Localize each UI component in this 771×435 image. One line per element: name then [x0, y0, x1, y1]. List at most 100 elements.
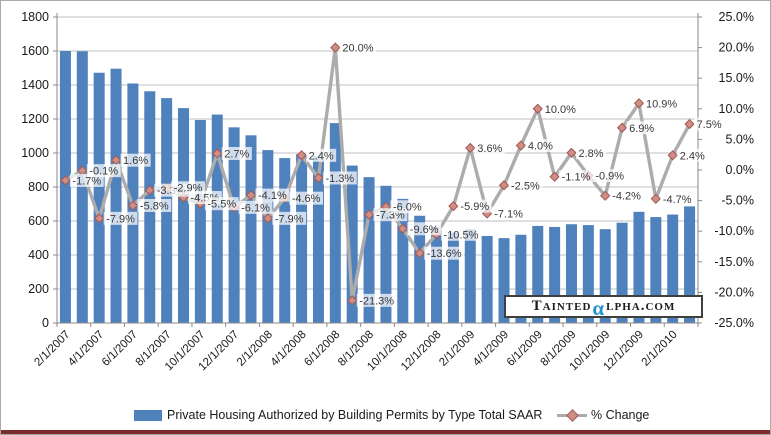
data-label-bg	[137, 198, 172, 212]
data-label: -6.0%	[393, 202, 422, 214]
data-label-bg	[542, 102, 579, 116]
data-label-bg	[306, 148, 337, 162]
data-point-marker	[532, 103, 543, 114]
data-label-bg	[103, 211, 138, 225]
data-point-marker	[363, 209, 375, 220]
data-label-bg	[171, 181, 205, 195]
data-label-bg	[660, 192, 695, 206]
bar	[194, 120, 206, 324]
data-label: 20.0%	[342, 43, 373, 55]
data-point-marker	[330, 42, 341, 53]
data-label-bg	[508, 178, 543, 192]
data-label: -1.1%	[562, 172, 591, 184]
data-point-marker	[127, 200, 139, 211]
legend-item-bars[interactable]: Private Housing Authorized by Building P…	[134, 408, 542, 422]
bar	[515, 234, 527, 323]
x-axis-label: 6/1/2007	[100, 329, 140, 369]
bar	[633, 211, 645, 323]
data-label-bg	[272, 211, 307, 225]
bar	[464, 229, 476, 323]
x-axis-label: 6/1/2008	[302, 329, 342, 369]
bar	[262, 150, 274, 323]
data-label-bg	[255, 188, 290, 202]
data-label-bg	[457, 199, 492, 213]
data-label-bg	[322, 171, 357, 185]
x-axis-label: 2/1/2010	[640, 329, 680, 369]
bar	[312, 156, 324, 323]
data-label-bg	[592, 169, 627, 183]
data-label-bg	[390, 200, 425, 214]
data-label: 3.6%	[477, 143, 502, 155]
bar	[296, 154, 308, 323]
watermark: Tainted α lpha.com	[504, 295, 703, 318]
data-label: 7.5%	[697, 119, 722, 131]
data-point-marker	[262, 213, 274, 224]
data-point-marker	[60, 175, 71, 186]
bar	[684, 206, 696, 323]
data-label-bg	[575, 146, 607, 160]
left-axis-label: 1600	[21, 44, 49, 58]
data-label-bg	[677, 148, 708, 162]
bar-series-label: Private Housing Authorized by Building P…	[167, 408, 543, 422]
data-point-marker	[313, 172, 324, 184]
data-label: -4.2%	[612, 191, 641, 203]
data-point-marker	[296, 150, 307, 161]
data-label-bg	[474, 141, 505, 155]
data-label: -0.9%	[595, 171, 624, 183]
data-point-marker	[347, 295, 358, 306]
data-label-bg	[238, 200, 273, 214]
left-axis-label: 800	[28, 180, 49, 194]
right-axis-label: 20.0%	[719, 41, 754, 55]
data-label: 2.4%	[680, 150, 705, 162]
x-axis-label: 4/1/2008	[269, 329, 309, 369]
bar	[93, 72, 105, 323]
data-point-marker	[448, 200, 459, 212]
legend-item-line[interactable]: % Change	[557, 408, 649, 422]
data-label: -7.1%	[494, 208, 523, 220]
data-point-marker	[245, 189, 257, 201]
data-point-marker	[397, 223, 408, 234]
data-label: -4.1%	[258, 190, 287, 202]
right-axis-label: -25.0%	[714, 316, 754, 330]
data-label-bg	[609, 189, 644, 203]
left-axis-label: 1000	[21, 146, 49, 160]
data-label: 10.0%	[545, 104, 576, 116]
data-label-bg	[407, 222, 442, 236]
bar	[481, 235, 493, 323]
right-axis-label: 5.0%	[726, 132, 755, 146]
bar	[532, 225, 544, 323]
data-label-bg	[525, 139, 556, 153]
left-axis-label: 600	[28, 214, 49, 228]
data-point-marker	[616, 122, 628, 133]
bar	[245, 135, 257, 323]
data-label-bg	[643, 96, 680, 110]
data-label-bg	[339, 41, 377, 55]
bar	[380, 185, 392, 323]
left-axis-label: 1200	[21, 112, 49, 126]
data-label: 2.4%	[309, 150, 334, 162]
data-label-bg	[626, 121, 657, 135]
bar	[431, 226, 443, 323]
x-axis-label: 4/1/2009	[471, 329, 511, 369]
data-label: -1.7%	[72, 175, 101, 187]
data-label-bg	[221, 146, 252, 160]
bar	[599, 229, 611, 323]
right-axis-label: 25.0%	[719, 10, 754, 24]
data-label: -6.1%	[241, 202, 270, 214]
data-point-marker	[549, 171, 560, 182]
watermark-prefix: Tainted	[531, 298, 592, 314]
data-label-bg	[289, 191, 324, 205]
data-point-marker	[93, 213, 105, 224]
data-point-marker	[498, 180, 510, 191]
data-label-bg	[120, 153, 151, 167]
data-label: 6.9%	[629, 123, 654, 135]
right-axis-label: 15.0%	[719, 71, 754, 85]
data-label: -9.6%	[410, 224, 439, 236]
data-label: -5.9%	[460, 201, 489, 213]
bar	[397, 198, 409, 323]
x-axis-label: 4/1/2007	[66, 329, 106, 369]
diamond-marker-icon	[566, 409, 579, 422]
data-label-bg	[559, 170, 593, 184]
bar	[178, 108, 190, 324]
